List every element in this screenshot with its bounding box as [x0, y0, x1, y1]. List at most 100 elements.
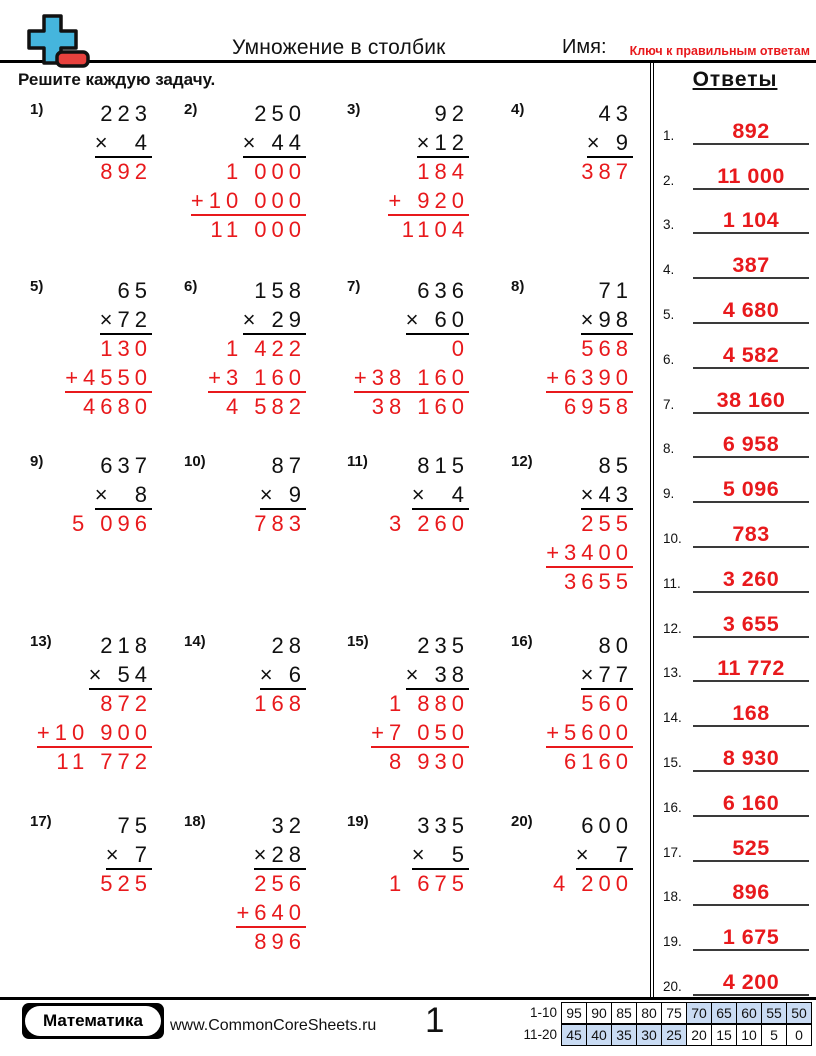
answer-blank-line: 387 — [693, 253, 809, 280]
problem: 6) 158 × 29 1 422 +3 160 4 582 — [178, 277, 306, 422]
grading-table: 1-10 95 90 85 80 75 70 65 60 55 50 11-20 45 40 35 30 25 2… — [516, 1002, 812, 1046]
number-text: 525 — [100, 871, 152, 896]
grade-row: 11-20 45 40 35 30 25 20 15 10 5 0 — [516, 1024, 812, 1046]
problem: 17) 75 × 7 525 — [24, 812, 152, 899]
problem-label: 7) — [347, 278, 361, 295]
grade-cell: 45 — [561, 1024, 587, 1046]
number-text: 1 422 — [225, 336, 306, 361]
number-text: 235 — [417, 633, 469, 658]
operation-underline: ×72 — [99, 306, 152, 335]
number-line: 11 772 — [24, 748, 152, 777]
operation-underline: +3400 — [546, 539, 633, 568]
number-text: 87 — [271, 453, 306, 478]
answer-blank-line: 525 — [693, 836, 809, 862]
answer-value: 4 680 — [722, 297, 780, 322]
number-text: 255 — [581, 511, 633, 536]
number-text: 158 — [254, 278, 306, 303]
answer-item: 7. 38 160 — [654, 369, 816, 414]
operation-underline: +10 900 — [36, 719, 152, 748]
problem: 16) 80 ×77 560 +5600 6160 — [505, 632, 633, 777]
problem-label: 4) — [511, 101, 525, 118]
answer-value: 896 — [732, 880, 770, 905]
grade-cell: 65 — [711, 1002, 737, 1024]
answer-item: 16. 6 160 — [654, 772, 816, 817]
number-line: 43 — [505, 100, 633, 129]
problem: 5) 65 ×72 130 +4550 4680 — [24, 277, 152, 422]
number-text: 1 675 — [388, 871, 469, 896]
answer-number: 19. — [663, 934, 682, 950]
operation-underline: × 4 — [411, 481, 469, 510]
answer-number: 10. — [663, 530, 682, 546]
number-line: 38 160 — [341, 393, 469, 422]
number-text: 168 — [254, 691, 306, 716]
number-line: 1 000 — [178, 158, 306, 187]
number-line: 250 — [178, 100, 306, 129]
grade-cell: 50 — [786, 1002, 812, 1024]
number-text: 872 — [100, 691, 152, 716]
number-line: × 29 — [178, 306, 306, 335]
grade-cell: 70 — [686, 1002, 712, 1024]
number-line: +640 — [178, 899, 306, 928]
operation-underline: × 60 — [405, 306, 469, 335]
number-line: 896 — [178, 928, 306, 957]
problem-label: 19) — [347, 813, 369, 830]
number-line: 4 582 — [178, 393, 306, 422]
answer-value: 11 000 — [717, 163, 785, 188]
number-line: +4550 — [24, 364, 152, 393]
number-line: 387 — [505, 158, 633, 187]
answer-number: 7. — [663, 396, 675, 412]
number-line: 184 — [341, 158, 469, 187]
number-line: +3 160 — [178, 364, 306, 393]
answer-blank-line: 1 104 — [693, 208, 809, 235]
operation-underline: × 29 — [242, 306, 306, 335]
grade-cell: 95 — [561, 1002, 587, 1024]
answer-value: 168 — [732, 701, 770, 726]
operation-underline: +6390 — [546, 364, 633, 393]
operation-underline: ×28 — [253, 841, 306, 870]
problem-label: 16) — [511, 633, 533, 650]
number-line: +3400 — [505, 539, 633, 568]
number-text: 130 — [100, 336, 152, 361]
number-text: 783 — [254, 511, 306, 536]
number-text: 43 — [598, 101, 633, 126]
grade-cell: 90 — [586, 1002, 612, 1024]
number-text: 6958 — [564, 394, 633, 419]
answer-value: 1 104 — [722, 208, 780, 233]
answer-item: 5. 4 680 — [654, 279, 816, 324]
number-line: 85 — [505, 452, 633, 481]
answers-column: Ответы 1. 892 2. 11 000 3. 1 104 4. 387 5. 4 680 6… — [650, 62, 816, 997]
number-line: 75 — [24, 812, 152, 841]
number-text: 71 — [598, 278, 633, 303]
answer-blank-line: 38 160 — [693, 388, 809, 414]
problem-label: 8) — [511, 278, 525, 295]
number-text: 32 — [271, 813, 306, 838]
answers-list: 1. 892 2. 11 000 3. 1 104 4. 387 5. 4 680 6. 4 582 7… — [654, 100, 816, 996]
number-line: 87 — [178, 452, 306, 481]
page-number: 1 — [425, 1001, 445, 1040]
answer-blank-line: 168 — [693, 701, 809, 728]
number-text: 218 — [100, 633, 152, 658]
number-text: 65 — [117, 278, 152, 303]
problem-label: 1) — [30, 101, 44, 118]
operation-underline: ×43 — [580, 481, 633, 510]
grade-cell: 40 — [586, 1024, 612, 1046]
grade-cell: 5 — [761, 1024, 787, 1046]
number-text: 387 — [581, 159, 633, 184]
grade-row: 1-10 95 90 85 80 75 70 65 60 55 50 — [516, 1002, 812, 1024]
problem-label: 18) — [184, 813, 206, 830]
number-line: × 38 — [341, 661, 469, 690]
number-text: 4680 — [83, 394, 152, 419]
number-text: 4 582 — [225, 394, 306, 419]
number-line: 6958 — [505, 393, 633, 422]
number-line: 560 — [505, 690, 633, 719]
answer-value: 525 — [732, 835, 770, 860]
answer-number: 3. — [663, 217, 675, 233]
problem-label: 15) — [347, 633, 369, 650]
answer-item: 12. 3 655 — [654, 593, 816, 638]
number-line: 637 — [24, 452, 152, 481]
answer-blank-line: 892 — [693, 119, 809, 145]
number-line: 0 — [341, 335, 469, 364]
answer-number: 15. — [663, 754, 682, 770]
